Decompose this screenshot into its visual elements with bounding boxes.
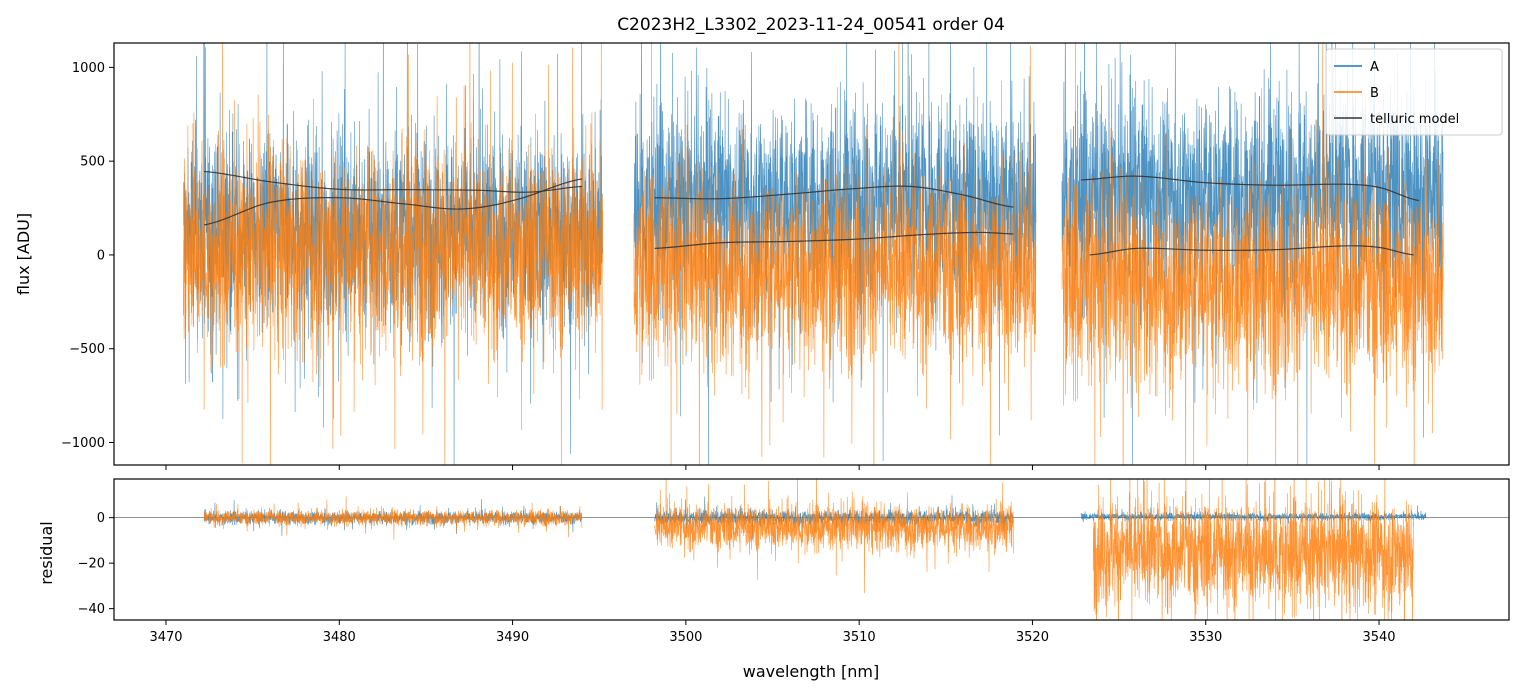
residual-ytick-label-2: 0	[97, 511, 105, 526]
legend: A B telluric model	[1325, 48, 1503, 136]
flux-series-b-segment-1	[633, 43, 1037, 465]
xtick-label-3: 3500	[669, 630, 702, 645]
flux-ytick-label-3: 500	[80, 155, 105, 170]
xtick-label-2: 3490	[496, 630, 529, 645]
flux-series-b-segment-2	[1061, 43, 1444, 465]
xtick-label-7: 3540	[1362, 630, 1395, 645]
flux-ytick-label-0: −1000	[61, 436, 105, 451]
flux-y-axis-label: flux [ADU]	[14, 213, 33, 295]
x-axis-label: wavelength [nm]	[743, 662, 880, 681]
flux-ytick-label-1: −500	[69, 342, 105, 357]
residual-series-b-segment-0	[203, 496, 583, 540]
xtick-label-5: 3520	[1016, 630, 1049, 645]
residual-series-b-segment-1	[654, 479, 1014, 594]
residual-ytick-label-0: −40	[78, 602, 105, 617]
residual-y-axis-label: residual	[37, 521, 56, 584]
legend-label-telluric-model: telluric model	[1370, 112, 1459, 127]
flux-ytick-label-4: 1000	[72, 61, 105, 76]
flux-panel: −1000 −500 0 500 1000 flux [ADU]	[14, 42, 1510, 470]
flux-telluric-model-curve-4	[1080, 175, 1420, 202]
flux-telluric-model-curve-3	[654, 231, 1014, 249]
residual-panel-frame	[113, 478, 1510, 621]
legend-label-b: B	[1370, 86, 1379, 101]
residual-panel: −40 −20 0 3470 3480 3490 3500 3510 3520 3530 3540…	[37, 478, 1510, 645]
flux-series-b-segment-0	[183, 43, 603, 465]
flux-telluric-model-curve-1	[203, 178, 582, 226]
xtick-label-6: 3530	[1189, 630, 1222, 645]
flux-telluric-model-curve-5	[1089, 245, 1414, 256]
residual-ytick-label-1: −20	[78, 557, 105, 572]
xtick-label-0: 3470	[149, 630, 182, 645]
flux-telluric-model-curve-2	[654, 185, 1014, 208]
chart-title: C2023H2_L3302_2023-11-24_00541 order 04	[617, 15, 1005, 35]
legend-frame	[1325, 48, 1503, 136]
flux-telluric-model-curve-0	[204, 170, 582, 193]
flux-panel-frame	[113, 42, 1510, 466]
xtick-label-1: 3480	[323, 630, 356, 645]
xtick-label-4: 3510	[843, 630, 876, 645]
legend-label-a: A	[1370, 60, 1379, 75]
flux-ytick-label-2: 0	[97, 248, 105, 263]
residual-series-b-segment-2	[1092, 479, 1414, 620]
